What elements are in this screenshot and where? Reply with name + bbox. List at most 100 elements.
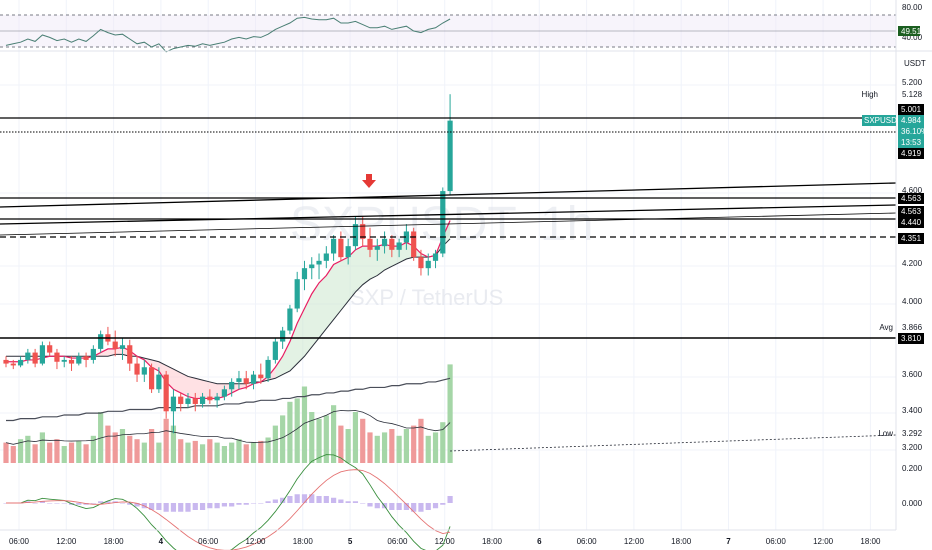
candle-body [411, 231, 417, 258]
volume-bar [352, 412, 359, 463]
candlesticks [3, 94, 453, 434]
macd-hist-bar [61, 503, 67, 504]
rsi-level-80: 80.00 [902, 3, 923, 12]
volume-bar [367, 432, 373, 463]
macd-hist-bar [338, 499, 344, 503]
time-label-0: 06:00 [9, 537, 30, 546]
candle-body [17, 359, 24, 366]
volume-bar [381, 432, 388, 463]
candle-body [10, 363, 16, 366]
volume-bar [338, 425, 344, 463]
rsi-panel[interactable]: 80.00 40.00 49.51 [0, 3, 923, 53]
currency-label: USDT [904, 59, 926, 68]
volume-bar [54, 439, 60, 463]
candle-body [294, 279, 300, 309]
macd-hist-bar [47, 503, 53, 504]
low-extension-line [449, 434, 897, 452]
price-panel[interactable] [0, 94, 897, 463]
candle-body [3, 359, 9, 364]
candle-body [214, 396, 220, 401]
candle-body [54, 352, 60, 362]
macd-hist-bar [287, 496, 293, 503]
level-tag-4919-bg [898, 148, 924, 159]
volume-bar [258, 440, 264, 463]
candle-body [68, 359, 75, 364]
time-label-4: 06:00 [198, 537, 219, 546]
candle-body [272, 341, 278, 360]
macd-hist-bar [250, 503, 257, 504]
macd-hist-bar [280, 497, 286, 503]
level-tag-4919: 4.919 [901, 149, 922, 158]
time-label-6: 18:00 [293, 537, 314, 546]
candle-body [192, 398, 198, 404]
macd-panel[interactable] [3, 454, 453, 550]
candle-body [280, 330, 286, 342]
candle-body [352, 224, 359, 247]
volume-bar [331, 405, 337, 463]
macd-hist-bar [156, 503, 162, 510]
macd-hist-bar [294, 494, 300, 503]
candle-body [440, 191, 446, 254]
volume-bar [396, 435, 402, 463]
candle-body [178, 396, 184, 404]
volume-bar [207, 439, 213, 463]
volume-bar [68, 442, 75, 463]
volume-bar [360, 418, 366, 463]
time-label-10: 18:00 [482, 537, 503, 546]
volume-bar [440, 422, 446, 463]
macd-hist-bar [112, 501, 118, 503]
level-tag-3810-bg [898, 333, 924, 344]
macd-hist-bar [345, 501, 351, 503]
level-tag-4563-b-bg [898, 206, 924, 217]
macd-hist-bar [199, 503, 206, 510]
macd-hist-bar [411, 503, 417, 512]
level-tag-4440-bg [898, 217, 924, 228]
volume-bar [61, 446, 67, 463]
volume-bar [10, 446, 16, 463]
candle-body [258, 374, 264, 379]
price-axis[interactable]: USDT 5.200 4.600 4.200 4.000 3.600 3.400… [862, 0, 929, 530]
macd-hist-bar [229, 503, 235, 507]
rsi-line [5, 16, 451, 53]
time-label-17: 12:00 [813, 537, 834, 546]
macd-hist-bar [90, 503, 96, 504]
candle-body [323, 253, 329, 261]
candle-body [185, 398, 191, 404]
macd-hist-bar [119, 503, 126, 504]
high-label: High [862, 90, 878, 99]
watermark-interval: 1h [540, 198, 593, 251]
level-tag-4563-a-bg [898, 193, 924, 204]
volume-bar [112, 432, 118, 463]
time-label-11: 6 [537, 537, 542, 546]
time-label-1: 12:00 [56, 537, 77, 546]
trendline-lower[interactable] [0, 204, 897, 225]
macd-hist-bar [265, 501, 271, 503]
time-label-7: 5 [348, 537, 353, 546]
candle-body [338, 238, 344, 258]
trendline-upper[interactable] [0, 182, 897, 208]
volume-bar [3, 442, 9, 463]
volume-bar [418, 418, 424, 463]
time-axis[interactable]: 06:00 12:00 18:00 4 06:00 12:00 18:00 5 06:00 12:… [0, 529, 896, 546]
price-tick-4200: 4.200 [902, 259, 923, 268]
trendline-thin[interactable] [0, 212, 897, 236]
ema-cloud-bullish [275, 220, 451, 379]
down-arrow-icon[interactable] [362, 174, 376, 188]
macd-hist-bar [163, 503, 169, 512]
macd-hist-bar [374, 503, 380, 509]
candle-body [90, 348, 96, 360]
macd-hist-bar [323, 496, 329, 503]
macd-hist-bar [309, 494, 315, 503]
time-label-15: 7 [726, 537, 731, 546]
volume-bar [76, 440, 82, 463]
time-label-3: 4 [159, 537, 164, 546]
time-label-18: 18:00 [860, 537, 881, 546]
volume-bars [3, 364, 453, 463]
rsi-value-tag [898, 26, 920, 36]
volume-bar [280, 415, 286, 463]
volume-bar [192, 440, 198, 463]
candle-body [156, 374, 162, 390]
candle-body [301, 268, 308, 280]
time-label-13: 12:00 [624, 537, 645, 546]
